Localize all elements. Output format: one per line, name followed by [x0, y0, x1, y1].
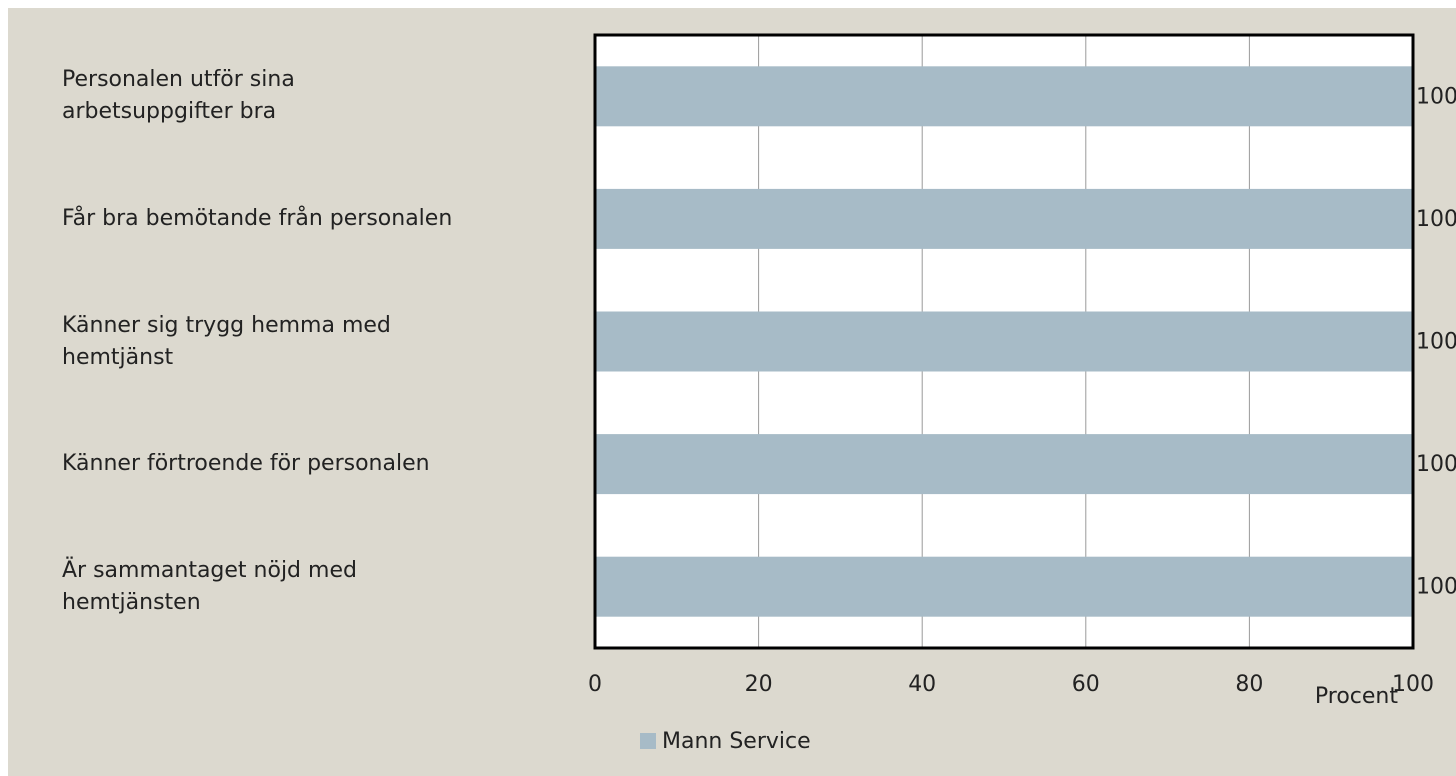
y-tick-label: Är sammantaget nöjd med hemtjänsten [62, 557, 357, 615]
bar [595, 66, 1413, 127]
plot-border [593, 33, 1415, 650]
y-tick-label: Känner förtroende för personalen [62, 451, 430, 477]
x-tick-label: 80 [1235, 672, 1263, 697]
y-tick-label: Personalen utför sina arbetsuppgifter br… [62, 67, 295, 125]
x-tick-label: 40 [908, 672, 936, 697]
y-tick-label: Känner sig trygg hemma med hemtjänst [62, 312, 391, 370]
bar [595, 434, 1413, 495]
data-label: 100 [1416, 330, 1456, 355]
data-label: 100 [1416, 575, 1456, 600]
x-axis-label: Procent [1315, 684, 1398, 709]
x-tick-label: 100 [1392, 672, 1434, 697]
bar [595, 556, 1413, 617]
data-label: 100 [1416, 452, 1456, 477]
x-tick-label: 20 [745, 672, 773, 697]
bar [595, 311, 1413, 372]
data-label: 100 [1416, 84, 1456, 109]
x-tick-label: 0 [588, 672, 602, 697]
bar [595, 188, 1413, 249]
legend-label: Mann Service [662, 729, 811, 754]
y-tick-label: Får bra bemötande från personalen [62, 205, 453, 231]
data-label: 100 [1416, 207, 1456, 232]
x-tick-label: 60 [1072, 672, 1100, 697]
legend-swatch [640, 733, 656, 749]
